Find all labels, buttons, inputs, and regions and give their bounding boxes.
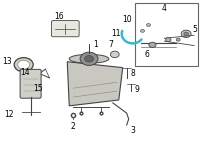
FancyBboxPatch shape — [51, 21, 79, 37]
Text: 2: 2 — [71, 122, 76, 131]
Text: 12: 12 — [4, 110, 14, 119]
Circle shape — [14, 58, 33, 72]
Text: 8: 8 — [131, 69, 135, 78]
Circle shape — [85, 56, 93, 62]
Circle shape — [176, 38, 180, 41]
Text: 16: 16 — [55, 12, 64, 21]
Circle shape — [149, 42, 156, 47]
Ellipse shape — [69, 54, 109, 63]
Bar — [135, 3, 198, 66]
Circle shape — [110, 51, 119, 58]
Circle shape — [80, 52, 98, 65]
Text: 13: 13 — [2, 57, 12, 66]
Circle shape — [141, 29, 145, 32]
Text: 6: 6 — [144, 50, 149, 59]
Polygon shape — [67, 62, 123, 106]
Text: 9: 9 — [135, 85, 139, 94]
Circle shape — [166, 38, 171, 42]
Circle shape — [181, 30, 191, 37]
Text: 4: 4 — [162, 4, 167, 13]
Circle shape — [147, 24, 150, 26]
Text: 11: 11 — [111, 29, 121, 38]
Text: 3: 3 — [131, 126, 136, 135]
Text: 15: 15 — [34, 84, 43, 93]
Text: 7: 7 — [108, 40, 113, 49]
Text: 1: 1 — [93, 40, 98, 49]
Text: 14: 14 — [20, 67, 30, 77]
Circle shape — [184, 32, 189, 36]
FancyBboxPatch shape — [20, 69, 41, 98]
Circle shape — [18, 60, 30, 69]
Text: 10: 10 — [122, 15, 132, 24]
Text: 5: 5 — [192, 25, 197, 34]
